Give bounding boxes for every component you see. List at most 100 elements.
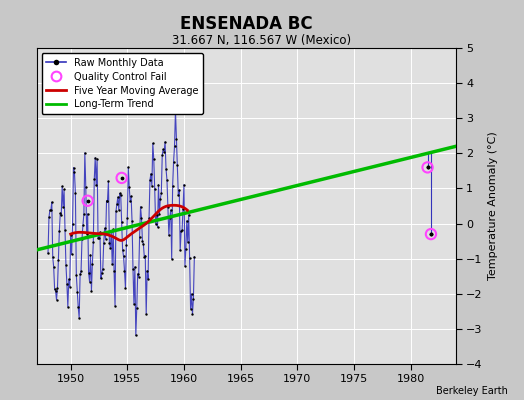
Point [69,164,78,171]
Point [99,266,107,272]
Point [141,252,149,259]
Point [162,166,170,172]
Point [187,306,195,312]
Point [121,267,129,274]
Point [163,204,172,210]
Point [93,156,101,162]
Point [70,169,79,175]
Point [161,139,169,145]
Point [190,254,199,260]
Point [160,148,168,155]
Point [76,271,84,278]
Y-axis label: Temperature Anomaly (°C): Temperature Anomaly (°C) [488,132,498,280]
Point [159,146,167,153]
Point [154,182,162,188]
Point [132,332,140,339]
Point [152,212,161,219]
Point [63,304,72,310]
Point [50,286,59,292]
Point [83,211,92,217]
Point [46,207,54,213]
Point [136,204,145,210]
Point [82,231,91,237]
Point [111,302,119,309]
Point [53,285,62,291]
Point [79,222,87,228]
Point [170,143,179,149]
Point [166,214,174,221]
Point [82,183,90,190]
Point [129,265,137,272]
Point [71,189,80,196]
Point [63,280,71,287]
Point [45,214,53,221]
Point [67,232,75,238]
Point [423,164,432,170]
Point [44,250,52,256]
Point [58,183,67,190]
Point [102,197,111,204]
Point [83,198,92,204]
Point [60,186,68,192]
Point [173,162,181,168]
Point [165,232,173,238]
Point [180,181,188,188]
Point [75,314,83,321]
Point [427,231,435,237]
Point [133,305,141,312]
Point [88,288,96,294]
Point [104,178,113,184]
Point [138,238,147,244]
Point [124,164,133,170]
Title: ENSENADA BC: ENSENADA BC [180,14,313,32]
Point [73,288,81,295]
Point [78,236,86,242]
Point [88,260,96,267]
Point [89,239,97,245]
Point [59,204,67,210]
Point [121,284,129,291]
Point [108,261,116,267]
Point [172,136,181,142]
Point [423,164,432,170]
Point [52,296,61,303]
Point [113,200,121,207]
Point [56,210,64,216]
Point [114,194,122,200]
Point [107,228,115,235]
Point [68,221,77,227]
Point [92,182,101,188]
Point [85,278,94,285]
Point [68,251,76,258]
Point [125,183,134,190]
Point [163,177,171,183]
Text: Berkeley Earth: Berkeley Earth [436,386,508,396]
Point [151,221,160,227]
Point [427,231,435,237]
Point [167,207,175,213]
Point [117,175,126,181]
Point [130,300,138,307]
Point [57,212,66,218]
Point [94,235,102,242]
Point [174,191,182,198]
Point [115,207,123,213]
Point [127,193,135,199]
Point [168,256,176,262]
Point [157,190,166,196]
Point [177,228,185,234]
Point [117,175,126,181]
Point [80,211,88,217]
Point [49,254,57,260]
Point [72,272,81,278]
Point [427,231,435,237]
Point [91,154,100,161]
Point [47,207,55,214]
Point [54,257,62,264]
Point [134,271,142,277]
Point [149,140,157,146]
Point [158,151,167,158]
Point [423,164,432,170]
Point [100,240,108,246]
Point [175,187,183,193]
